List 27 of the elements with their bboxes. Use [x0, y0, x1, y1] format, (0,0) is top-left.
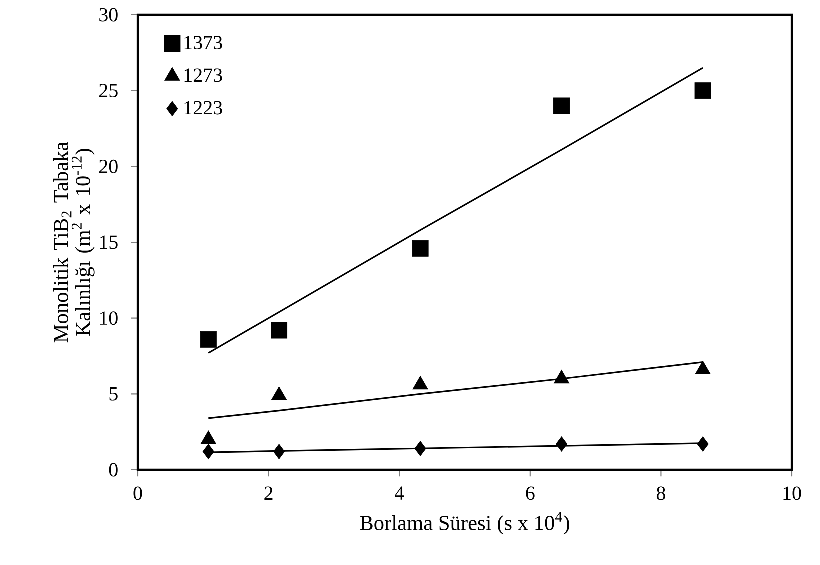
point — [554, 98, 570, 114]
point — [271, 322, 288, 339]
x-tick-label: 2 — [264, 486, 273, 500]
y-tick-label: 10 — [100, 312, 118, 326]
point — [412, 240, 429, 257]
x-tick-label: 6 — [526, 486, 535, 500]
x-tick-label: 0 — [134, 486, 142, 500]
legend-label: 1223 — [184, 101, 222, 115]
legend-label: 1373 — [184, 36, 222, 50]
legend-label: 1273 — [184, 68, 222, 82]
x-tick-label: 10 — [784, 486, 802, 500]
point — [697, 436, 709, 452]
x-tick-label: 8 — [656, 486, 666, 500]
x-tick-label: 4 — [395, 486, 404, 500]
point — [200, 331, 217, 348]
y-tick-label: 15 — [100, 236, 118, 250]
y-tick-label: 20 — [100, 160, 118, 174]
y-tick-label: 25 — [100, 84, 118, 98]
point — [274, 444, 286, 460]
y-tick-label: 0 — [109, 463, 118, 477]
point — [414, 441, 426, 456]
x-axis-title: Borlama Süresi (s x 10$^{4}$) — [360, 512, 570, 535]
y-tick-label: 30 — [100, 8, 118, 22]
point — [202, 444, 214, 460]
point — [556, 436, 568, 452]
point — [694, 82, 712, 100]
y-tick-label: 5 — [110, 388, 118, 401]
